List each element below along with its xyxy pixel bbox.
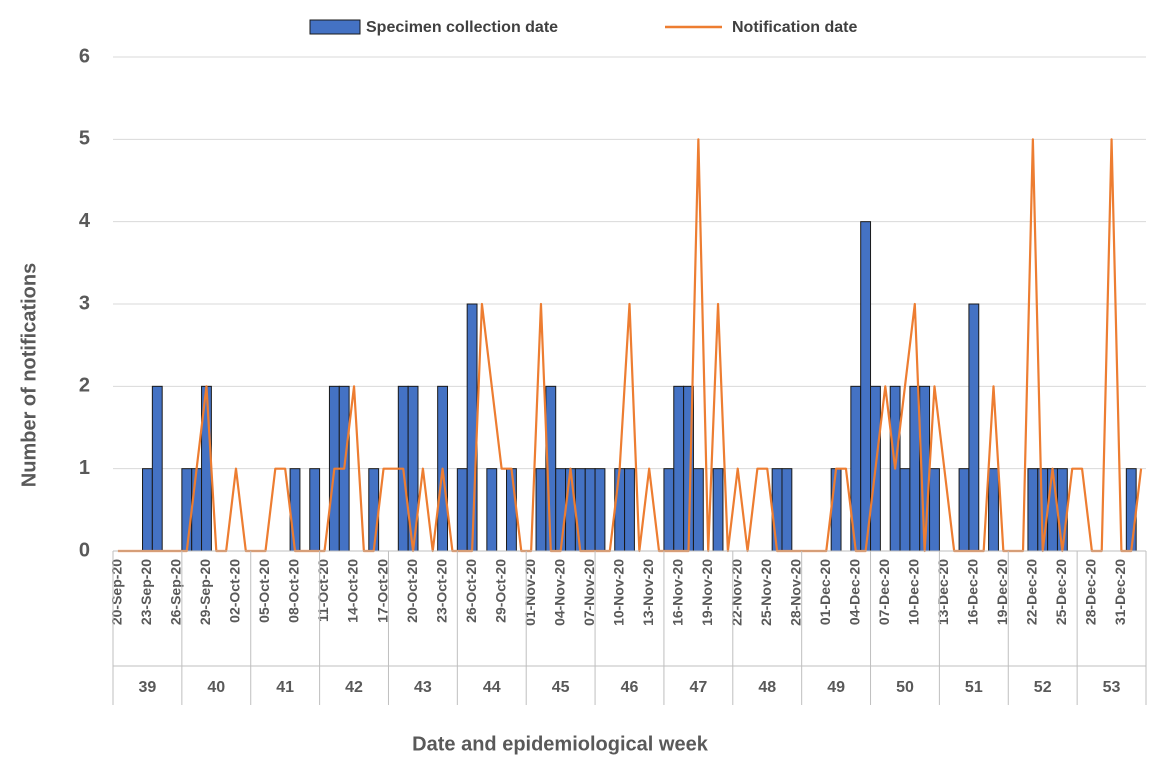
x-tick-label: 13-Dec-20: [935, 559, 951, 625]
bar: [624, 468, 635, 552]
week-label: 39: [139, 679, 157, 696]
x-tick-label: 10-Nov-20: [610, 559, 626, 626]
bar: [771, 468, 783, 552]
y-tick-label: 2: [79, 375, 90, 397]
x-tick-label: 16-Dec-20: [965, 559, 981, 625]
bar: [594, 468, 606, 552]
week-label: 53: [1103, 679, 1121, 696]
bar: [151, 385, 163, 552]
bar: [988, 468, 999, 552]
x-tick-label: 23-Oct-20: [433, 559, 449, 623]
legend-label: Specimen collection date: [366, 19, 558, 36]
bar: [1027, 468, 1039, 552]
x-tick-label: 05-Oct-20: [256, 559, 272, 623]
bar: [968, 303, 980, 552]
week-label: 43: [414, 679, 432, 696]
bar: [1125, 468, 1137, 552]
y-tick-label: 3: [79, 292, 90, 314]
x-tick-label: 26-Sep-20: [168, 559, 184, 625]
x-tick-label: 01-Nov-20: [522, 559, 538, 626]
week-label: 50: [896, 679, 914, 696]
legend-swatch: [309, 19, 361, 35]
week-label: 52: [1034, 679, 1052, 696]
x-tick-label: 20-Sep-20: [109, 559, 125, 625]
bar: [368, 468, 380, 552]
legend-label: Notification date: [732, 19, 857, 36]
week-label: 44: [483, 679, 501, 696]
y-tick-label: 5: [79, 128, 90, 150]
bar: [830, 468, 842, 552]
bar: [663, 468, 675, 552]
bar: [456, 468, 468, 552]
week-label: 41: [276, 679, 294, 696]
x-tick-label: 07-Nov-20: [581, 559, 597, 626]
y-tick-label: 0: [79, 539, 90, 561]
x-tick-label: 31-Dec-20: [1112, 559, 1128, 625]
bar: [309, 468, 321, 552]
bar: [1056, 468, 1068, 552]
bar: [506, 468, 517, 552]
x-tick-label: 22-Nov-20: [728, 559, 744, 626]
x-tick-label: 29-Oct-20: [492, 559, 508, 623]
bar: [142, 468, 153, 552]
week-label: 51: [965, 679, 983, 696]
week-label: 49: [827, 679, 845, 696]
bar: [712, 468, 724, 552]
x-tick-label: 10-Dec-20: [906, 559, 922, 625]
x-tick-label: 04-Dec-20: [846, 559, 862, 625]
x-tick-label: 23-Sep-20: [138, 559, 154, 625]
x-tick-label: 22-Dec-20: [1024, 559, 1040, 625]
week-label: 42: [345, 679, 363, 696]
bar: [535, 468, 547, 552]
x-tick-label: 28-Nov-20: [787, 559, 803, 626]
week-label: 40: [207, 679, 225, 696]
x-tick-label: 01-Dec-20: [817, 559, 833, 625]
x-tick-label: 19-Dec-20: [994, 559, 1010, 625]
x-tick-label: 19-Nov-20: [699, 559, 715, 626]
x-tick-label: 28-Dec-20: [1083, 559, 1099, 625]
bar: [584, 468, 596, 552]
x-tick-label: 16-Nov-20: [669, 559, 685, 626]
x-tick-label: 08-Oct-20: [286, 559, 302, 623]
bar: [565, 468, 576, 552]
bar: [929, 468, 940, 552]
bar: [289, 468, 301, 552]
x-tick-label: 13-Nov-20: [640, 559, 656, 626]
week-label: 45: [552, 679, 570, 696]
y-tick-label: 4: [79, 210, 91, 232]
x-tick-label: 14-Oct-20: [345, 559, 361, 623]
x-tick-label: 29-Sep-20: [197, 559, 213, 625]
y-tick-label: 6: [79, 45, 90, 67]
bar: [614, 468, 626, 552]
bar: [574, 468, 586, 552]
bar: [781, 468, 793, 552]
x-tick-label: 25-Nov-20: [758, 559, 774, 626]
bar: [692, 468, 704, 552]
x-tick-label: 20-Oct-20: [404, 559, 420, 623]
x-tick-label: 02-Oct-20: [227, 559, 243, 623]
bar: [181, 468, 193, 552]
bar: [899, 468, 911, 552]
x-tick-label: 17-Oct-20: [374, 559, 390, 623]
week-label: 48: [758, 679, 776, 696]
x-tick-label: 25-Dec-20: [1053, 559, 1069, 625]
y-tick-label: 1: [79, 457, 90, 479]
x-axis-title: Date and epidemiological week: [412, 733, 709, 755]
x-tick-label: 07-Dec-20: [876, 559, 892, 625]
bar: [555, 468, 567, 552]
x-tick-label: 11-Oct-20: [315, 559, 331, 622]
bar: [1047, 468, 1058, 552]
bar: [958, 468, 970, 552]
week-label: 47: [689, 679, 707, 696]
bar: [860, 221, 872, 552]
bar: [466, 303, 478, 552]
y-axis-title: Number of notifications: [18, 263, 40, 487]
week-label: 46: [621, 679, 639, 696]
x-tick-label: 04-Nov-20: [551, 559, 567, 626]
x-tick-label: 26-Oct-20: [463, 559, 479, 623]
bar: [673, 385, 685, 552]
bar: [486, 468, 498, 552]
bar: [191, 468, 203, 552]
